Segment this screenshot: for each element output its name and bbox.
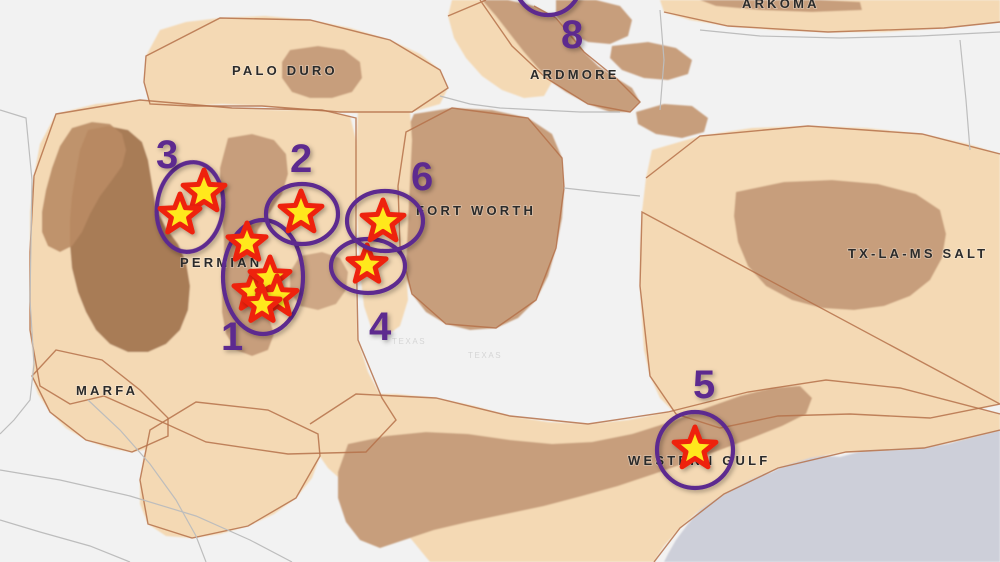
basin-boundaries xyxy=(29,0,1000,562)
marker-5-number: 5 xyxy=(693,363,715,407)
basin-anadarko-shelf xyxy=(556,0,632,44)
marker-3-star-1[interactable] xyxy=(180,167,228,213)
basin-label-permian: PERMIAN xyxy=(180,255,262,270)
basin-south-texas xyxy=(140,402,320,538)
state-line-east xyxy=(959,39,971,151)
marker-5-star-1[interactable] xyxy=(671,424,719,470)
marker-4-star-1[interactable] xyxy=(345,242,389,284)
marker-5-circle[interactable] xyxy=(654,409,736,491)
marker-8-number: 8 xyxy=(561,13,583,57)
marker-2[interactable]: 2 xyxy=(263,137,341,247)
marker-3-star-2[interactable] xyxy=(157,191,203,235)
marker-2-number: 2 xyxy=(290,137,312,181)
basin-permian-mid-a xyxy=(220,134,288,356)
marker-3-circle[interactable] xyxy=(151,158,229,256)
marker-1-number: 1 xyxy=(221,315,243,359)
marker-2-circle[interactable] xyxy=(263,181,341,247)
basin-polygons xyxy=(30,0,1000,562)
marker-1-star-5[interactable] xyxy=(241,283,283,323)
svg-text:TEXAS: TEXAS xyxy=(392,337,426,346)
basin-salt-core xyxy=(734,180,946,310)
boundary-marfa xyxy=(31,349,169,453)
marker-5[interactable]: 5 xyxy=(654,363,736,491)
basin-label-tx-la-ms-salt: TX-LA-MS SALT xyxy=(848,246,988,261)
marker-8[interactable]: 8 xyxy=(515,0,583,57)
marker-1-circle[interactable] xyxy=(220,217,306,337)
state-line-fw-east xyxy=(563,187,641,197)
state-line-lower xyxy=(0,519,131,562)
basin-permian-core-shade xyxy=(42,122,126,252)
state-line-west xyxy=(0,109,35,435)
basin-label-marfa: MARFA xyxy=(76,383,138,398)
state-line-red-river xyxy=(439,95,620,113)
basin-permian-mid-c xyxy=(290,252,348,310)
basin-ardmore xyxy=(480,0,640,112)
marker-3-number: 3 xyxy=(156,133,178,177)
marker-3[interactable]: 3 xyxy=(151,133,229,256)
basin-shelf-east xyxy=(610,42,692,80)
marker-1-star-1[interactable] xyxy=(225,220,269,262)
boundary-south-texas xyxy=(139,401,321,539)
basin-permian-mid-b xyxy=(282,46,362,98)
basin-marfa xyxy=(32,350,168,452)
marker-6-number: 6 xyxy=(411,155,433,199)
basin-label-arkoma: ARKOMA xyxy=(742,0,820,11)
marker-2-star-1[interactable] xyxy=(277,188,325,234)
boundary-palo-duro xyxy=(143,17,449,113)
boundary-arkoma xyxy=(663,11,1000,33)
basin-fort-worth xyxy=(398,108,564,330)
state-line-southwest xyxy=(87,399,207,562)
marker-4-number: 4 xyxy=(369,305,392,349)
basin-arkoma-mid xyxy=(700,0,862,12)
state-line-north-central xyxy=(659,9,665,111)
state-line-south xyxy=(0,469,293,562)
basin-label-palo-duro: PALO DURO xyxy=(232,63,338,78)
basin-label-fort-worth: FORT WORTH xyxy=(416,203,536,218)
marker-6[interactable]: 6 xyxy=(344,155,433,254)
marker-6-star-1[interactable] xyxy=(359,197,407,243)
marker-layer[interactable]: 1 2 3 4 5 6 8 xyxy=(151,0,736,491)
faint-map-artifacts: TEXAS TEXAS xyxy=(392,337,502,360)
marker-1-star-3[interactable] xyxy=(247,254,293,298)
marker-6-circle[interactable] xyxy=(344,188,426,254)
basin-northeast-patch xyxy=(636,104,708,138)
marker-8-circle[interactable] xyxy=(515,0,581,18)
boundary-salt xyxy=(639,125,1000,429)
state-line-northeast xyxy=(699,29,1000,39)
svg-text:TEXAS: TEXAS xyxy=(468,351,502,360)
boundary-western-gulf xyxy=(309,379,1000,562)
basin-ardmore-light xyxy=(448,0,552,98)
boundary-ardmore xyxy=(447,0,641,113)
basin-label-ardmore: ARDMORE xyxy=(530,67,620,82)
marker-1[interactable]: 1 xyxy=(220,217,306,359)
gulf-water xyxy=(664,430,1000,562)
boundary-fort-worth xyxy=(397,107,565,329)
state-boundaries xyxy=(0,9,1000,562)
